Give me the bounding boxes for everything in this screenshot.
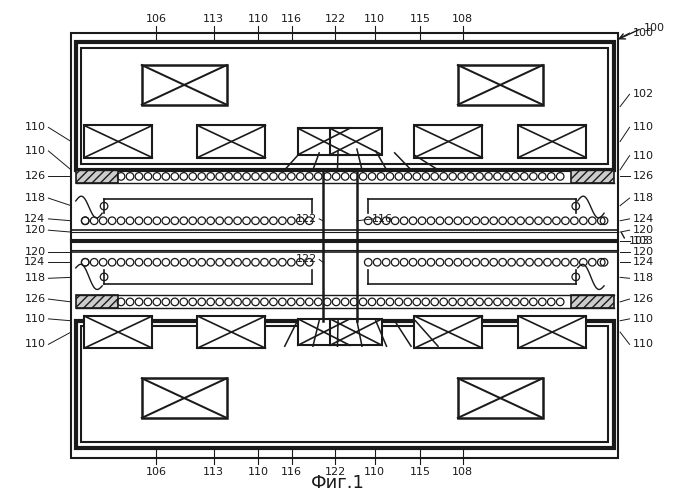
- Text: 118: 118: [24, 274, 45, 283]
- Text: 124: 124: [632, 214, 653, 224]
- Bar: [71, 33, 618, 458]
- Bar: [84, 316, 152, 348]
- Text: 116: 116: [372, 214, 393, 224]
- Bar: [518, 316, 586, 348]
- Text: 106: 106: [146, 466, 167, 476]
- Bar: [330, 128, 382, 154]
- Text: 118: 118: [24, 193, 45, 203]
- Text: 103: 103: [632, 236, 653, 246]
- Text: Фиг.1: Фиг.1: [311, 474, 365, 492]
- Text: 113: 113: [203, 14, 224, 24]
- Bar: [81, 48, 608, 164]
- Text: 110: 110: [247, 14, 268, 24]
- Text: 110: 110: [24, 314, 45, 324]
- Text: 110: 110: [632, 314, 653, 324]
- Bar: [571, 170, 613, 183]
- Text: 120: 120: [24, 247, 45, 257]
- Bar: [518, 126, 586, 158]
- Bar: [571, 296, 613, 308]
- Text: 100: 100: [644, 24, 665, 34]
- Bar: [84, 126, 152, 158]
- Text: 124: 124: [24, 258, 45, 268]
- Bar: [198, 316, 265, 348]
- Bar: [76, 321, 613, 448]
- Bar: [458, 378, 543, 418]
- Text: 113: 113: [203, 466, 224, 476]
- Bar: [330, 319, 382, 345]
- Text: 108: 108: [452, 14, 473, 24]
- Text: 106: 106: [146, 14, 167, 24]
- Text: 110: 110: [24, 146, 45, 156]
- Text: 110: 110: [364, 466, 385, 476]
- Text: 110: 110: [364, 14, 385, 24]
- Text: 122: 122: [324, 466, 346, 476]
- Bar: [414, 316, 483, 348]
- Text: 122: 122: [297, 254, 318, 264]
- Text: 120: 120: [24, 225, 45, 235]
- Bar: [414, 126, 483, 158]
- Bar: [81, 326, 608, 442]
- Text: 120: 120: [632, 225, 653, 235]
- Text: 116: 116: [282, 14, 303, 24]
- Text: 108: 108: [452, 466, 473, 476]
- Bar: [76, 42, 613, 170]
- Text: 122: 122: [297, 214, 318, 224]
- Text: 116: 116: [282, 466, 303, 476]
- Text: 110: 110: [24, 122, 45, 132]
- Text: 122: 122: [324, 14, 346, 24]
- Bar: [458, 65, 543, 104]
- Bar: [298, 128, 350, 154]
- Bar: [76, 296, 118, 308]
- Bar: [198, 126, 265, 158]
- Text: 100: 100: [632, 28, 653, 38]
- Bar: [298, 319, 350, 345]
- Text: 103: 103: [628, 236, 650, 246]
- Bar: [76, 170, 118, 183]
- Text: 110: 110: [247, 466, 268, 476]
- Text: 115: 115: [410, 466, 431, 476]
- Text: 126: 126: [24, 172, 45, 181]
- Text: 110: 110: [632, 122, 653, 132]
- Text: 120: 120: [632, 247, 653, 257]
- Text: 115: 115: [410, 14, 431, 24]
- Text: 124: 124: [24, 214, 45, 224]
- Text: 110: 110: [24, 340, 45, 349]
- Bar: [141, 65, 227, 104]
- Bar: [141, 378, 227, 418]
- Text: 118: 118: [632, 274, 653, 283]
- Text: 126: 126: [632, 294, 653, 304]
- Text: 126: 126: [24, 294, 45, 304]
- Text: 102: 102: [632, 90, 653, 100]
- Text: 110: 110: [632, 340, 653, 349]
- Text: 118: 118: [632, 193, 653, 203]
- Text: 110: 110: [632, 150, 653, 160]
- Text: 126: 126: [632, 172, 653, 181]
- Text: 124: 124: [632, 258, 653, 268]
